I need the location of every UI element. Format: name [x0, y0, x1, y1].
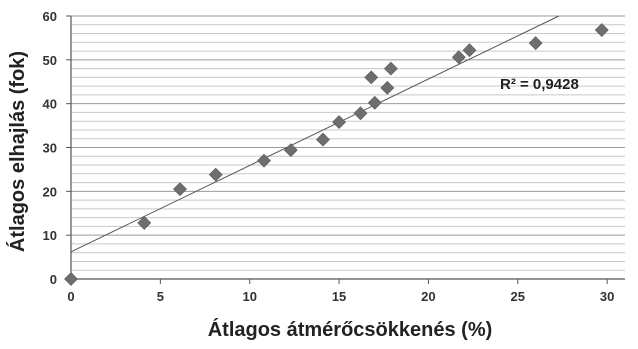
- data-point: [257, 153, 271, 168]
- y-tick-label: 20: [43, 184, 57, 199]
- y-axis-title: Átlagos elhajlás (fok): [6, 51, 29, 252]
- x-tick-label: 15: [332, 289, 346, 304]
- x-tick-label: 5: [157, 289, 164, 304]
- data-point: [594, 23, 609, 37]
- data-point: [283, 143, 298, 158]
- data-point: [173, 182, 187, 197]
- x-tick-label: 30: [600, 289, 614, 304]
- x-tick-label: 20: [421, 289, 435, 304]
- x-axis-title: Átlagos átmérőcsökkenés (%): [208, 318, 493, 341]
- data-points: [64, 23, 609, 286]
- r-squared-annotation: R² = 0,9428: [500, 76, 579, 93]
- data-point: [383, 61, 398, 76]
- data-point: [528, 36, 543, 51]
- axes: [66, 15, 625, 284]
- data-point: [64, 272, 78, 286]
- y-tick-label: 0: [50, 272, 57, 287]
- y-tick-label: 10: [43, 228, 57, 243]
- data-point: [380, 80, 395, 95]
- data-point: [462, 43, 477, 58]
- data-point: [364, 70, 379, 85]
- data-point: [137, 215, 152, 230]
- gridlines: [71, 15, 625, 271]
- x-tick-label: 10: [242, 289, 256, 304]
- x-tick-label: 25: [511, 289, 525, 304]
- y-tick-label: 30: [43, 141, 57, 156]
- tick-labels: 0 5 10 15 20 25 30 0 10 20 30 40 50 60: [43, 9, 615, 304]
- y-tick-label: 40: [43, 97, 57, 112]
- data-point: [208, 167, 223, 182]
- data-point: [332, 115, 346, 130]
- trendline-group: [70, 15, 560, 253]
- data-point: [316, 132, 330, 147]
- data-point: [451, 50, 466, 65]
- data-point: [367, 95, 382, 110]
- x-tick-label: 0: [67, 289, 74, 304]
- trendline: [70, 15, 560, 253]
- data-point: [353, 106, 368, 121]
- y-tick-label: 50: [43, 53, 57, 68]
- y-tick-label: 60: [43, 9, 57, 24]
